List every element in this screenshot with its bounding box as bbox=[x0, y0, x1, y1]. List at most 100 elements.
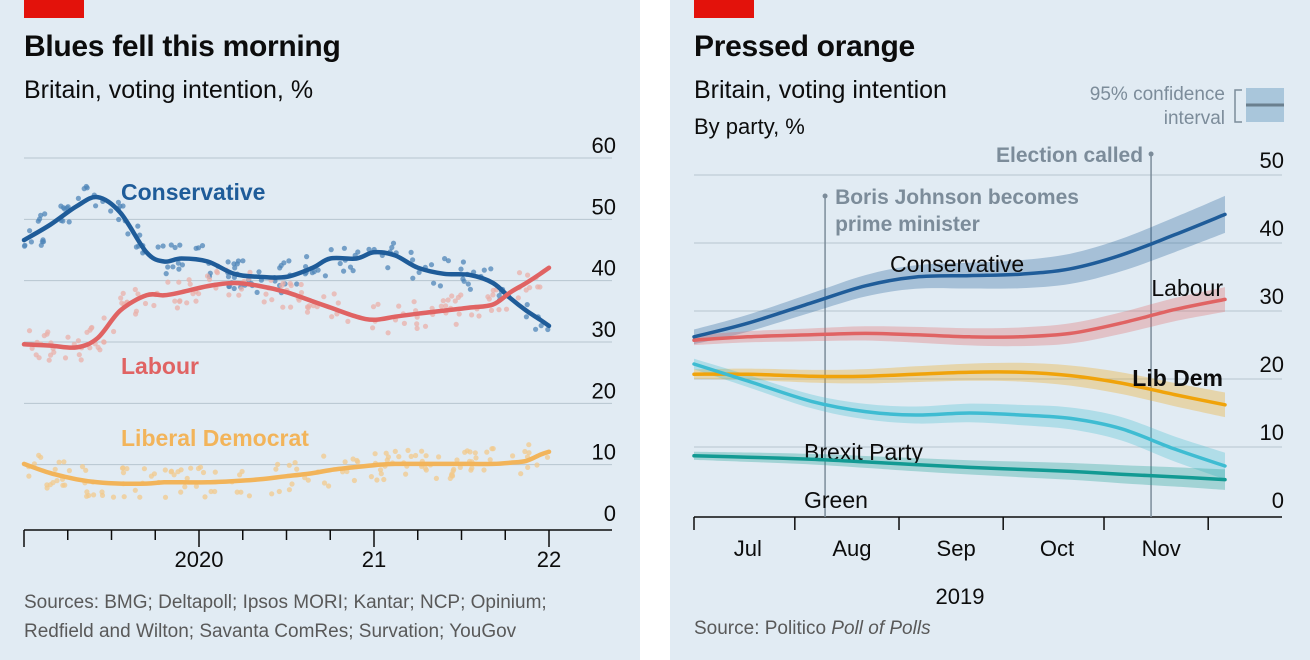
left-poll-dot bbox=[385, 265, 391, 271]
right-series-label-green: Green bbox=[804, 487, 868, 513]
left-poll-dot bbox=[488, 266, 494, 272]
right-gridlines bbox=[694, 174, 1282, 448]
left-poll-dot bbox=[525, 272, 531, 278]
left-poll-dot bbox=[76, 352, 82, 358]
left-poll-dot bbox=[438, 303, 444, 309]
left-poll-dot bbox=[537, 284, 543, 290]
left-poll-dot bbox=[132, 487, 138, 493]
left-poll-dot bbox=[350, 268, 356, 274]
right-x-tick-labels: Jul Aug Sep Oct Nov bbox=[734, 536, 1181, 561]
left-poll-dot bbox=[75, 338, 81, 344]
left-poll-dot bbox=[236, 292, 242, 298]
left-poll-dot bbox=[119, 465, 126, 471]
left-poll-dot bbox=[294, 281, 300, 287]
left-poll-dot bbox=[331, 291, 337, 297]
left-poll-dot bbox=[309, 270, 315, 276]
left-poll-dot bbox=[26, 328, 33, 334]
left-poll-dot bbox=[214, 268, 220, 275]
left-poll-dot bbox=[235, 258, 241, 264]
ci-legend-label-2: interval bbox=[1164, 108, 1225, 129]
left-poll-dot bbox=[533, 326, 539, 332]
left-poll-dot bbox=[137, 494, 143, 500]
right-x-tick-label-Jul: Jul bbox=[734, 536, 762, 561]
left-poll-dot bbox=[170, 264, 176, 270]
left-poll-dot bbox=[484, 449, 490, 455]
left-poll-dot bbox=[515, 295, 521, 301]
left-poll-dot bbox=[29, 345, 35, 351]
left-poll-dot bbox=[54, 478, 60, 484]
left-poll-dot bbox=[141, 466, 147, 472]
left-poll-dot bbox=[337, 260, 343, 267]
left-poll-dot bbox=[401, 320, 407, 326]
left-poll-dot bbox=[524, 302, 530, 308]
left-poll-dot bbox=[452, 298, 458, 304]
left-poll-dot bbox=[518, 471, 524, 477]
right-series-line-labour bbox=[692, 297, 1227, 342]
left-poll-dot bbox=[472, 450, 478, 456]
ci-legend-label-1: 95% confidence bbox=[1090, 84, 1225, 105]
left-poll-dot bbox=[269, 491, 275, 497]
left-poll-dot bbox=[212, 469, 218, 475]
left-poll-dot bbox=[208, 488, 214, 495]
ci-legend-swatch bbox=[1234, 88, 1284, 123]
left-poll-dot bbox=[410, 275, 416, 281]
left-poll-dot bbox=[28, 239, 34, 245]
left-poll-dot bbox=[188, 465, 194, 471]
left-source-line-2: Redfield and Wilton; Savanta ComRes; Sur… bbox=[24, 621, 517, 642]
left-poll-dot bbox=[91, 492, 97, 498]
left-poll-dot bbox=[408, 249, 414, 255]
left-poll-dot bbox=[254, 289, 260, 295]
left-poll-dot bbox=[526, 450, 532, 456]
left-poll-dot bbox=[525, 464, 531, 470]
left-poll-dot bbox=[523, 287, 529, 293]
left-poll-dot bbox=[298, 290, 305, 296]
left-poll-dot bbox=[199, 243, 206, 249]
left-poll-dot bbox=[342, 459, 348, 465]
left-y-tick-label-40: 40 bbox=[592, 256, 616, 281]
left-poll-dot bbox=[175, 260, 181, 266]
left-poll-dot bbox=[118, 295, 124, 301]
right-x-tick-marks bbox=[693, 517, 1209, 530]
left-poll-dot bbox=[40, 239, 47, 245]
left-x-tick-label-21: 21 bbox=[362, 547, 386, 572]
right-source-prefix: Source: Politico bbox=[694, 618, 832, 639]
left-poll-dots-conservative bbox=[21, 183, 551, 333]
left-poll-dot bbox=[374, 477, 380, 483]
right-y-tick-label-0: 0 bbox=[1272, 488, 1284, 513]
left-poll-dot bbox=[414, 325, 420, 331]
left-poll-dot bbox=[375, 301, 381, 307]
right-series-line-conservative bbox=[692, 212, 1227, 339]
left-poll-dot bbox=[390, 240, 397, 246]
left-poll-dot bbox=[419, 448, 425, 454]
left-poll-dot bbox=[445, 258, 451, 264]
left-y-tick-label-20: 20 bbox=[592, 378, 616, 403]
left-poll-dot bbox=[133, 308, 139, 314]
right-series-line-green bbox=[692, 454, 1227, 482]
left-poll-dot bbox=[182, 484, 188, 490]
left-poll-dot bbox=[171, 472, 177, 478]
left-poll-dot bbox=[496, 307, 502, 313]
left-poll-dot bbox=[341, 245, 347, 251]
right-red-tag bbox=[694, 0, 754, 18]
left-poll-dot bbox=[84, 489, 90, 495]
right-y-tick-label-20: 20 bbox=[1260, 352, 1284, 377]
left-poll-dot bbox=[322, 273, 328, 279]
left-poll-dot bbox=[433, 475, 439, 481]
right-annotation-text-1-0: Election called bbox=[996, 144, 1143, 167]
right-annotation-dot-0 bbox=[822, 193, 828, 199]
left-poll-dot bbox=[240, 258, 246, 264]
left-poll-dot bbox=[403, 471, 409, 477]
left-chart-plot: 0 10 20 30 40 50 60 2020 21 22 Conservative Labour L… bbox=[21, 133, 616, 572]
left-y-tick-label-50: 50 bbox=[592, 194, 616, 219]
right-y-tick-label-30: 30 bbox=[1260, 284, 1284, 309]
left-poll-dot bbox=[280, 304, 286, 310]
left-poll-dot bbox=[84, 493, 90, 499]
left-poll-dot bbox=[396, 454, 402, 460]
left-poll-dot bbox=[61, 459, 67, 465]
left-poll-dot bbox=[178, 489, 184, 495]
left-poll-dot bbox=[487, 457, 493, 463]
left-poll-dot bbox=[286, 462, 292, 468]
left-poll-dot bbox=[195, 465, 202, 472]
right-x-tick-label-Nov: Nov bbox=[1142, 536, 1181, 561]
left-poll-dot bbox=[184, 475, 190, 481]
